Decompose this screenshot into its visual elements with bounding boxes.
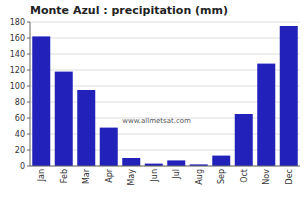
x-tick-label: Apr <box>105 168 114 183</box>
bar <box>122 158 140 166</box>
y-tick-label: 60 <box>15 114 25 123</box>
bar <box>212 156 230 166</box>
chart: 0 20 40 60 80 100 120 140 160 180 Jan Feb Mar Apr May J… <box>0 0 306 200</box>
x-tick-label: Oct <box>240 169 249 183</box>
x-tick-label: Jan <box>37 169 46 182</box>
bars <box>32 26 298 166</box>
annotation: www.allmetsat.com <box>122 117 191 125</box>
grid-line <box>30 38 300 39</box>
bar <box>100 128 118 166</box>
y-tick-label: 100 <box>10 82 25 91</box>
x-tick-label: Nov <box>262 169 271 185</box>
y-tick-label: 80 <box>15 98 25 107</box>
grid-line <box>30 22 300 23</box>
y-tick-label: 180 <box>10 18 25 27</box>
bar <box>55 72 73 166</box>
y-tick-label: 0 <box>20 162 25 171</box>
x-tick-label: Mar <box>82 168 91 184</box>
grid-line <box>30 54 300 55</box>
x-tick-label: Aug <box>195 169 204 185</box>
y-tick-label: 40 <box>15 130 25 139</box>
y-tick-label: 160 <box>10 34 25 43</box>
x-tick-label: May <box>127 169 136 186</box>
x-tick-label: Jun <box>150 169 159 183</box>
y-axis <box>30 22 31 166</box>
x-tick-label: Sep <box>217 169 226 184</box>
x-tick-label: Jul <box>172 169 181 180</box>
grid-line <box>30 166 300 167</box>
bar <box>235 114 253 166</box>
x-tick-label: Dec <box>285 169 294 184</box>
y-tick-label: 140 <box>10 50 25 59</box>
bar <box>32 36 50 166</box>
x-axis <box>30 166 300 167</box>
bar <box>167 160 185 166</box>
y-tick-label: 20 <box>15 146 25 155</box>
bar <box>257 64 275 166</box>
bar <box>280 26 298 166</box>
y-tick-label: 120 <box>10 66 25 75</box>
bar <box>77 90 95 166</box>
title: Monte Azul : precipitation (mm) <box>30 4 228 17</box>
x-tick-label: Feb <box>60 169 69 183</box>
